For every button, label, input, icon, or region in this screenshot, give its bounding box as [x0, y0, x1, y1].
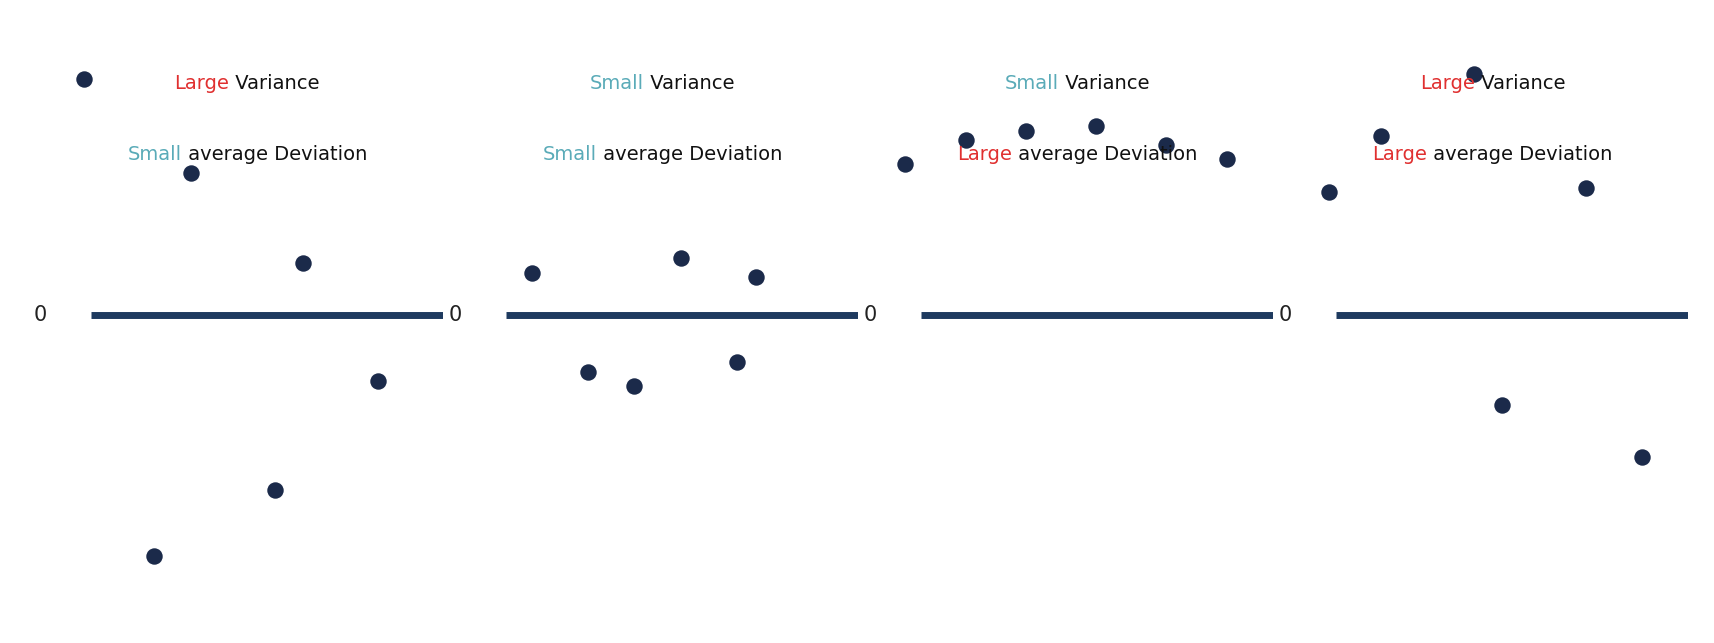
Text: Variance: Variance: [230, 74, 321, 93]
Point: [518, 267, 545, 278]
Text: Variance: Variance: [1474, 74, 1565, 93]
Point: [1488, 400, 1515, 410]
Text: Variance: Variance: [644, 74, 735, 93]
Point: [891, 159, 919, 169]
Text: average Deviation: average Deviation: [182, 145, 367, 164]
Point: [951, 135, 979, 145]
Text: average Deviation: average Deviation: [1428, 145, 1613, 164]
Point: [1214, 154, 1241, 165]
Text: 0: 0: [1279, 305, 1292, 325]
Point: [70, 74, 98, 84]
Text: Large: Large: [1373, 145, 1428, 164]
Point: [723, 357, 751, 367]
Text: 0: 0: [864, 305, 878, 325]
Point: [178, 168, 206, 179]
Point: [1460, 69, 1488, 79]
Point: [1152, 140, 1179, 150]
Text: average Deviation: average Deviation: [596, 145, 782, 164]
Point: [574, 367, 602, 377]
Text: Large: Large: [175, 74, 230, 93]
Point: [1628, 451, 1656, 462]
Text: Large: Large: [1419, 74, 1474, 93]
Point: [1572, 183, 1599, 193]
Point: [290, 258, 317, 268]
Text: Large: Large: [958, 145, 1013, 164]
Text: Small: Small: [590, 74, 644, 93]
Text: Variance: Variance: [1059, 74, 1150, 93]
Text: Small: Small: [127, 145, 182, 164]
Text: Small: Small: [543, 145, 596, 164]
Text: 0: 0: [34, 305, 46, 325]
Point: [742, 272, 770, 282]
Point: [141, 551, 168, 561]
Text: 0: 0: [449, 305, 461, 325]
Text: average Deviation: average Deviation: [1013, 145, 1198, 164]
Text: Small: Small: [1004, 74, 1059, 93]
Point: [667, 253, 694, 264]
Point: [363, 376, 391, 386]
Point: [1316, 187, 1344, 197]
Point: [1082, 121, 1109, 131]
Point: [262, 485, 290, 495]
Point: [1366, 131, 1393, 141]
Point: [1013, 126, 1040, 136]
Point: [620, 381, 648, 391]
